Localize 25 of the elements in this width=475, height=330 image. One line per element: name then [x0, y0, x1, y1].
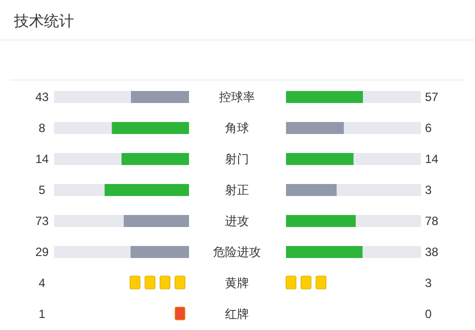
- category-label: 角球: [225, 121, 249, 135]
- data-label: 6: [425, 121, 432, 135]
- data-label: 14: [35, 152, 49, 166]
- category-label: 进攻: [225, 214, 249, 228]
- category-label: 射正: [225, 183, 249, 197]
- data-label: 14: [425, 152, 439, 166]
- data-label: 78: [425, 214, 439, 228]
- data-label: 38: [425, 245, 439, 259]
- data-label: 3: [425, 183, 432, 197]
- category-label: 射门: [225, 152, 249, 166]
- category-label: 红牌: [225, 307, 249, 321]
- data-label: 8: [38, 121, 46, 135]
- data-label: 5: [38, 183, 46, 197]
- category-label: 危险进攻: [213, 245, 261, 259]
- category-label: 黄牌: [225, 276, 249, 290]
- data-label: 29: [35, 245, 49, 259]
- data-label: 57: [425, 90, 439, 104]
- data-label: 0: [425, 307, 432, 321]
- data-label: 4: [38, 276, 46, 290]
- text: 技术统计: [13, 13, 74, 30]
- data-label: 43: [35, 90, 49, 104]
- category-label: 控球率: [219, 90, 255, 104]
- data-label: 73: [35, 214, 49, 228]
- data-label: 1: [38, 307, 46, 321]
- data-label: 3: [425, 276, 432, 290]
